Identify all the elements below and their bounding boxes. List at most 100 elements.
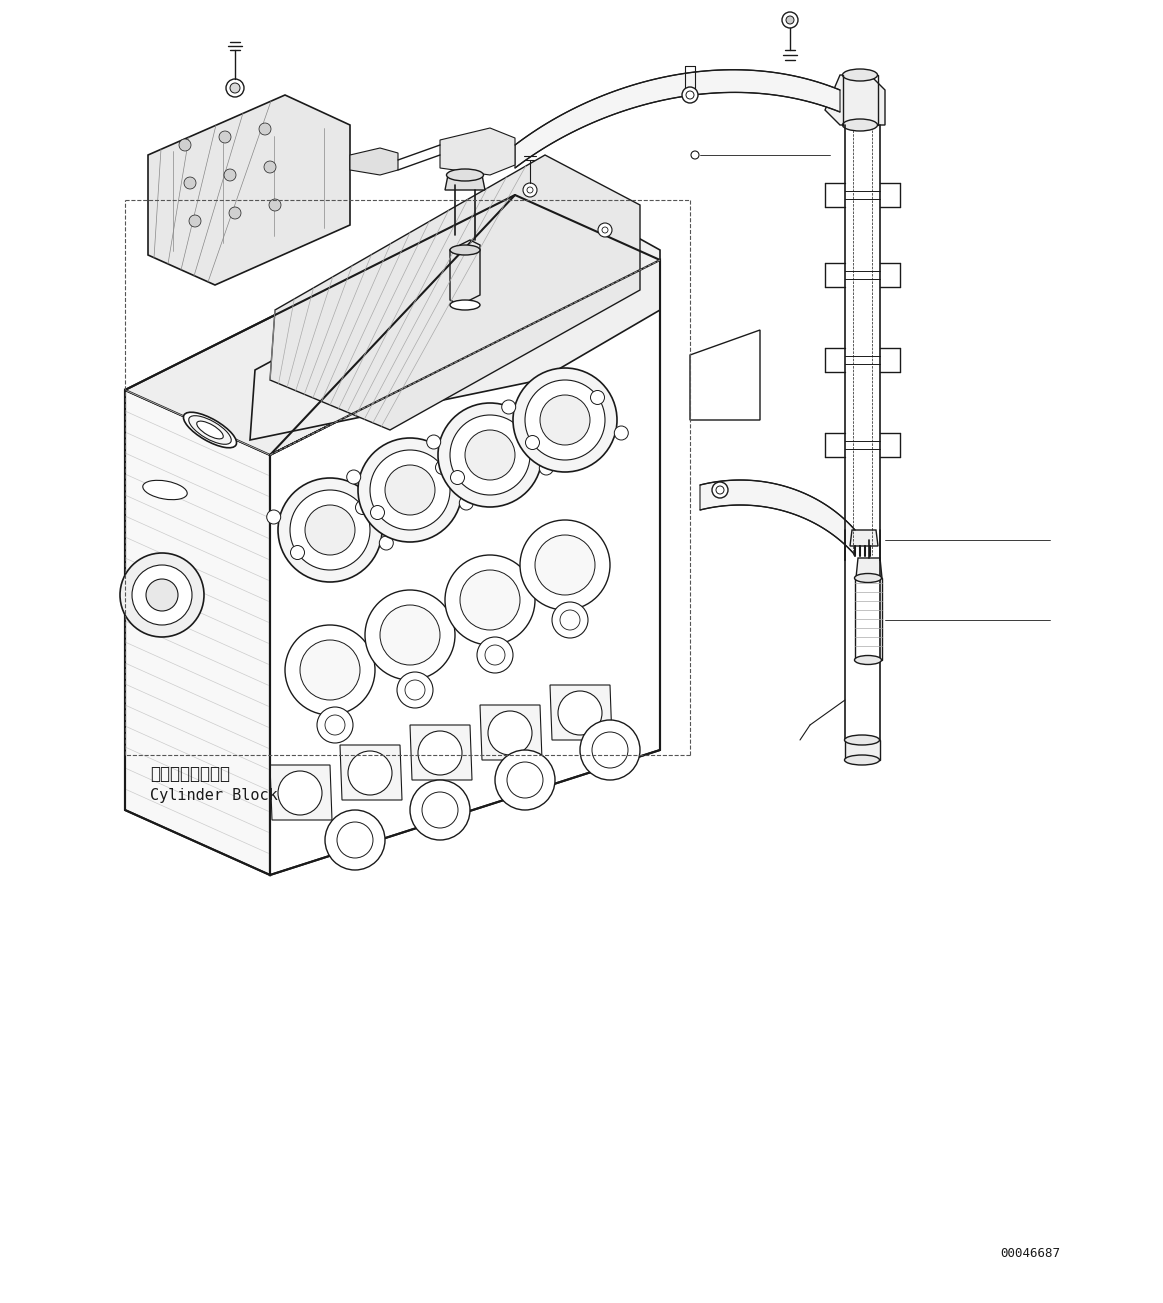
Circle shape: [520, 520, 611, 610]
Circle shape: [190, 215, 201, 227]
Circle shape: [540, 395, 590, 446]
Circle shape: [523, 182, 537, 197]
Circle shape: [219, 132, 231, 143]
Circle shape: [291, 546, 305, 559]
Ellipse shape: [855, 655, 882, 665]
Circle shape: [226, 79, 244, 96]
Polygon shape: [340, 745, 402, 800]
Circle shape: [356, 500, 370, 515]
Circle shape: [558, 691, 602, 735]
Circle shape: [397, 672, 433, 708]
Circle shape: [230, 83, 240, 93]
Polygon shape: [270, 765, 331, 820]
Polygon shape: [445, 175, 485, 190]
Polygon shape: [148, 95, 350, 285]
Circle shape: [561, 610, 580, 629]
Polygon shape: [124, 195, 659, 455]
Circle shape: [278, 771, 322, 814]
Circle shape: [305, 506, 355, 555]
Circle shape: [782, 12, 798, 27]
Circle shape: [324, 715, 345, 735]
Circle shape: [527, 188, 533, 193]
Ellipse shape: [188, 416, 231, 444]
Circle shape: [461, 569, 520, 629]
Circle shape: [477, 637, 513, 674]
Circle shape: [290, 490, 370, 569]
Circle shape: [224, 169, 236, 181]
Circle shape: [598, 223, 612, 237]
Polygon shape: [480, 705, 542, 760]
Circle shape: [405, 680, 424, 700]
Polygon shape: [850, 530, 878, 546]
Circle shape: [380, 605, 440, 665]
Circle shape: [580, 721, 640, 780]
Circle shape: [602, 227, 608, 233]
Ellipse shape: [143, 481, 187, 499]
Circle shape: [266, 509, 280, 524]
Circle shape: [592, 732, 628, 767]
Circle shape: [324, 810, 385, 870]
Text: Cylinder Block: Cylinder Block: [150, 788, 278, 803]
Circle shape: [465, 430, 515, 480]
Circle shape: [495, 751, 555, 810]
Circle shape: [507, 762, 543, 797]
Polygon shape: [515, 70, 840, 168]
Circle shape: [365, 590, 455, 680]
Ellipse shape: [855, 573, 882, 582]
Polygon shape: [250, 199, 659, 440]
Ellipse shape: [844, 735, 879, 745]
Polygon shape: [450, 240, 480, 305]
Circle shape: [229, 207, 241, 219]
Circle shape: [438, 403, 542, 507]
Circle shape: [686, 91, 694, 99]
Circle shape: [459, 496, 473, 509]
Circle shape: [371, 506, 385, 520]
Circle shape: [485, 645, 505, 665]
Circle shape: [120, 552, 204, 637]
Ellipse shape: [197, 421, 223, 439]
Circle shape: [347, 470, 361, 483]
Circle shape: [385, 465, 435, 515]
Circle shape: [337, 822, 373, 857]
Circle shape: [317, 708, 354, 743]
Circle shape: [370, 450, 450, 530]
Circle shape: [422, 792, 458, 827]
Circle shape: [445, 555, 535, 645]
Ellipse shape: [842, 119, 878, 132]
Circle shape: [513, 367, 618, 472]
Circle shape: [348, 751, 392, 795]
Circle shape: [147, 579, 178, 611]
Polygon shape: [124, 390, 270, 876]
Text: シリンダブロック: シリンダブロック: [150, 765, 230, 783]
Circle shape: [540, 461, 554, 476]
Circle shape: [712, 482, 728, 498]
Polygon shape: [825, 76, 885, 125]
Circle shape: [179, 139, 191, 151]
Polygon shape: [550, 685, 612, 740]
Text: 00046687: 00046687: [1000, 1247, 1059, 1260]
Circle shape: [379, 536, 393, 550]
Circle shape: [285, 625, 374, 715]
Circle shape: [184, 177, 197, 189]
Polygon shape: [350, 149, 398, 175]
Circle shape: [488, 711, 531, 754]
Circle shape: [411, 780, 470, 840]
Ellipse shape: [450, 300, 480, 310]
Circle shape: [716, 486, 725, 494]
Circle shape: [435, 460, 450, 474]
Polygon shape: [846, 740, 880, 760]
Circle shape: [278, 478, 381, 582]
Ellipse shape: [447, 169, 484, 181]
Circle shape: [515, 426, 529, 439]
Polygon shape: [856, 558, 882, 579]
Circle shape: [591, 391, 605, 404]
Circle shape: [264, 162, 276, 173]
Ellipse shape: [842, 69, 878, 81]
Circle shape: [614, 426, 628, 440]
Circle shape: [418, 731, 462, 775]
Polygon shape: [411, 724, 472, 780]
Circle shape: [450, 414, 530, 495]
Circle shape: [358, 438, 462, 542]
Polygon shape: [270, 261, 659, 876]
Circle shape: [427, 435, 441, 450]
